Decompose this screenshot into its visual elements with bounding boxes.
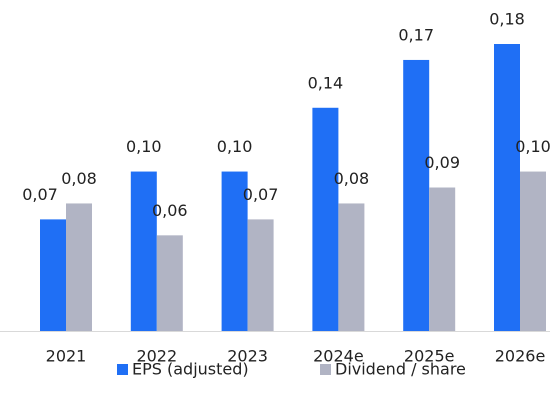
value-label: 0,08: [61, 169, 97, 188]
bar: [221, 171, 248, 331]
value-label: 0,18: [489, 10, 525, 29]
bar: [247, 219, 274, 331]
legend-swatch: [117, 364, 128, 375]
bar: [403, 59, 430, 331]
bar: [40, 219, 66, 331]
x-tick-label: 2021: [46, 347, 87, 366]
value-label: 0,09: [424, 153, 460, 172]
x-tick-label: 2024e: [313, 347, 364, 366]
bar: [66, 203, 92, 331]
x-tick-label: 2023: [227, 347, 268, 366]
value-label: 0,17: [398, 25, 434, 44]
bar: [156, 235, 183, 331]
value-label: 0,10: [217, 137, 253, 156]
legend-swatch: [320, 364, 331, 375]
x-tick-label: 2022: [136, 347, 177, 366]
value-label: 0,07: [243, 185, 279, 204]
bar: [429, 187, 456, 331]
bar: [520, 171, 546, 331]
x-tick-label: 2026e: [495, 347, 546, 366]
bar: [338, 203, 365, 331]
value-label: 0,07: [22, 185, 58, 204]
bar: [312, 107, 339, 332]
value-label: 0,08: [334, 169, 370, 188]
x-tick-label: 2025e: [404, 347, 455, 366]
legend-label: EPS (adjusted): [132, 360, 249, 379]
value-label: 0,10: [515, 137, 550, 156]
value-label: 0,10: [126, 137, 162, 156]
bar: [494, 44, 520, 331]
value-label: 0,06: [152, 201, 188, 220]
bar: [130, 171, 157, 331]
value-label: 0,14: [308, 73, 344, 92]
legend-label: Dividend / share: [335, 360, 466, 379]
